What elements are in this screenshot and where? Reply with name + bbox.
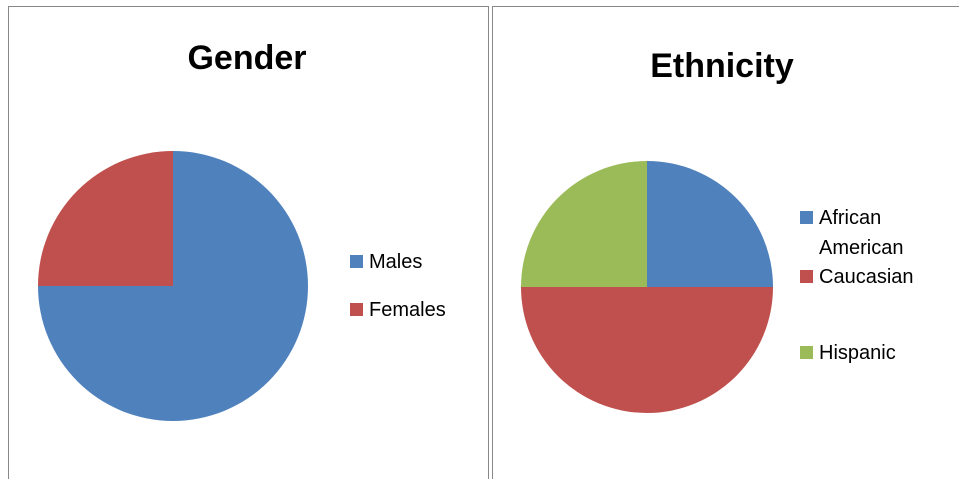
- legend-swatch: [350, 255, 363, 268]
- pie-slice: [38, 151, 173, 286]
- legend-item: Hispanic: [800, 338, 950, 368]
- legend-label: Females: [369, 299, 446, 321]
- legend-swatch: [350, 303, 363, 316]
- chart-title: Ethnicity: [650, 47, 794, 85]
- legend-label: Caucasian: [819, 266, 914, 288]
- legend-item: African American: [800, 203, 920, 263]
- legend-swatch: [800, 346, 813, 359]
- chart-title: Gender: [187, 39, 306, 77]
- legend-label: Males: [369, 251, 423, 273]
- legend-label: Hispanic: [819, 342, 896, 364]
- legend-swatch: [800, 270, 813, 283]
- pie-slice: [647, 161, 773, 287]
- legend-item: Females: [350, 295, 480, 325]
- legend-swatch: [800, 211, 813, 224]
- legend-item: Males: [350, 247, 480, 277]
- legend-label: African American: [819, 207, 904, 259]
- legend-item: Caucasian: [800, 262, 950, 292]
- pie-slice: [521, 161, 647, 287]
- pie-slice: [521, 287, 773, 413]
